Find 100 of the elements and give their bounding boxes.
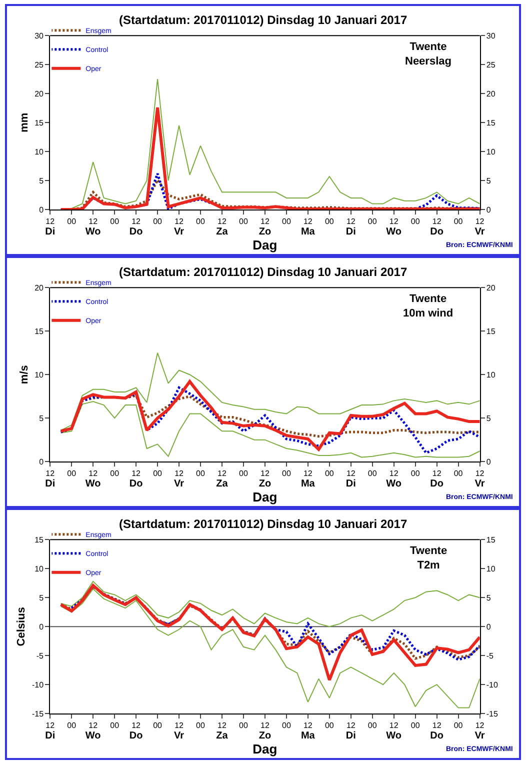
- y-tick-label: 20: [34, 283, 44, 292]
- x-tick-label: 12 Wo: [85, 469, 101, 490]
- x-tick-label: 00: [410, 721, 420, 730]
- y-tick-label: 5: [39, 176, 44, 186]
- x-tick-label: 00: [196, 469, 206, 478]
- y-tick-label: 10: [34, 564, 44, 574]
- x-tick-label: 00: [110, 217, 120, 226]
- chart-title: (Startdatum: 2017011012) Dinsdag 10 Januari 2017: [119, 517, 408, 531]
- x-tick-label: 00: [368, 469, 378, 478]
- line-series: [59, 584, 480, 682]
- x-tick-label: 00: [324, 721, 334, 730]
- y2-tick-label: -10: [486, 680, 499, 690]
- y-tick-label: 0: [39, 622, 44, 632]
- x-tick-label: 12 Vr: [474, 721, 485, 742]
- x-tick-label: 12 Ma: [300, 721, 316, 742]
- y-tick-label: -5: [36, 651, 44, 660]
- x-tick-label: 00: [410, 469, 420, 478]
- y-tick-label: 15: [34, 535, 44, 544]
- x-tick-label: 12 Ma: [300, 469, 316, 490]
- y-axis-title: mm: [18, 112, 30, 132]
- x-tick-label: 12 Za: [216, 217, 228, 238]
- y2-tick-label: 10: [486, 564, 496, 574]
- x-tick-label: 00: [67, 469, 77, 478]
- y2-tick-label: 15: [486, 326, 496, 336]
- x-tick-label: 12 Do: [129, 469, 143, 490]
- x-tick-label: 12 Di: [45, 217, 56, 238]
- y2-tick-label: 10: [486, 147, 496, 156]
- y2-tick-label: 5: [486, 176, 492, 186]
- x-tick-label: 12 Di: [346, 721, 356, 742]
- x-tick-label: 00: [324, 469, 334, 478]
- y-tick-label: 0: [39, 457, 44, 466]
- annotation: Twente T2m: [410, 545, 448, 572]
- x-tick-label: 00: [110, 721, 120, 730]
- x-tick-label: 12 Vr: [174, 469, 184, 490]
- x-tick-label: 00: [67, 721, 77, 730]
- x-tick-label: 12 Ma: [300, 217, 316, 238]
- x-tick-label: 12 Wo: [386, 469, 402, 490]
- y2-tick-label: 15: [486, 535, 496, 544]
- y-tick-label: 15: [34, 118, 44, 128]
- x-tick-label: 12 Wo: [85, 217, 101, 238]
- annotation: Twente 10m wind: [403, 293, 454, 320]
- x-tick-label: 00: [282, 721, 292, 730]
- y2-tick-label: 10: [486, 370, 496, 380]
- x-tick-label: 00: [282, 469, 292, 478]
- x-tick-label: 12 Do: [430, 721, 444, 742]
- x-tick-label: 12 Do: [129, 217, 143, 238]
- x-tick-label: 12 Do: [430, 469, 444, 490]
- y-tick-label: 30: [34, 31, 44, 40]
- x-tick-label: 12 Za: [216, 469, 228, 490]
- x-tick-label: 12 Do: [129, 721, 143, 742]
- x-tick-label: 00: [282, 217, 292, 226]
- y2-tick-label: 20: [486, 283, 496, 292]
- y2-tick-label: 0: [486, 205, 492, 214]
- y-tick-label: 5: [39, 414, 44, 423]
- x-tick-label: 00: [454, 217, 464, 226]
- x-tick-label: 00: [454, 469, 464, 478]
- line-series: [59, 106, 480, 210]
- x-tick-label: 12 Zo: [258, 721, 272, 742]
- y-tick-label: 10: [34, 147, 44, 156]
- x-tick-label: 00: [454, 721, 464, 730]
- y-tick-label: 5: [39, 593, 44, 602]
- y2-tick-label: 25: [486, 60, 496, 70]
- x-tick-label: 00: [368, 217, 378, 226]
- x-tick-label: 00: [239, 217, 248, 226]
- y2-tick-label: 0: [486, 457, 492, 466]
- y-axis-title: Celsius: [16, 607, 28, 646]
- x-tick-label: 00: [110, 469, 120, 478]
- x-tick-label: 00: [239, 721, 248, 730]
- y-tick-label: 25: [34, 60, 44, 70]
- x-tick-label: 00: [196, 721, 206, 730]
- x-tick-label: 12 Di: [346, 469, 356, 490]
- y-tick-label: -15: [32, 709, 44, 718]
- y-tick-label: 15: [34, 326, 44, 336]
- annotation: Twente Neerslag: [405, 41, 452, 68]
- x-tick-label: 12 Wo: [386, 217, 402, 238]
- y-tick-label: 0: [39, 205, 44, 214]
- x-tick-label: 12 Vr: [174, 721, 184, 742]
- x-axis-title: Dag: [252, 742, 278, 757]
- x-tick-label: 00: [368, 721, 378, 730]
- y-tick-label: -10: [32, 680, 44, 690]
- x-tick-label: 12 Vr: [474, 469, 485, 490]
- y-tick-label: 10: [34, 370, 44, 380]
- y2-tick-label: 20: [486, 89, 496, 98]
- x-tick-label: 12 Vr: [174, 217, 184, 238]
- x-tick-label: 00: [153, 469, 163, 478]
- x-tick-label: 12 Di: [45, 721, 56, 742]
- y2-tick-label: -15: [486, 709, 499, 718]
- y2-tick-label: 5: [486, 593, 492, 602]
- y-axis-title: m/s: [18, 365, 30, 384]
- y2-tick-label: 30: [486, 31, 496, 40]
- x-tick-label: 00: [67, 217, 77, 226]
- x-tick-label: 00: [153, 721, 163, 730]
- x-axis-title: Dag: [252, 490, 278, 505]
- x-tick-label: 12 Di: [45, 469, 56, 490]
- y2-tick-label: 0: [486, 622, 492, 632]
- x-tick-label: 12 Vr: [474, 217, 485, 238]
- x-tick-label: 00: [196, 217, 206, 226]
- chart-title: (Startdatum: 2017011012) Dinsdag 10 Januari 2017: [119, 13, 408, 27]
- x-tick-label: 12 Wo: [85, 721, 101, 742]
- x-tick-label: 00: [324, 217, 334, 226]
